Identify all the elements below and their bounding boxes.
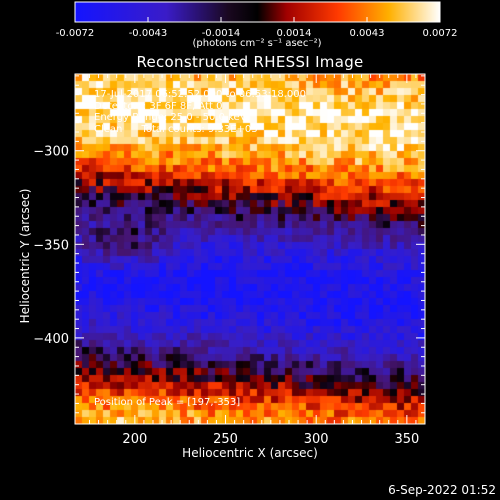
y-tick-label: −300 [33,145,69,160]
colorbar-tick-label: -0.0014 [202,28,241,39]
colorbar-tick-label: -0.0072 [56,28,95,39]
x-tick-label: 350 [394,432,419,447]
y-axis-label: Heliocentric Y (arcsec) [18,188,32,324]
info-detectors: Detectors: 3F 6F 8F, Att 0 [94,100,223,112]
x-tick-label: 200 [122,432,147,447]
heatmap-image [75,74,425,424]
colorbar-ticks: -0.0072 -0.0043 -0.0014 0.0014 0.0043 0.0072 [56,17,458,39]
info-block: 17-Jul-2017 06:52:52.000 to 06:53:18.000… [94,89,306,135]
colorbar-tick-label: 0.0014 [277,28,312,39]
y-tick-label: −400 [33,332,69,347]
info-clean-counts: Clean Total counts: 9.33E+03 [94,123,258,135]
plot-frame [74,73,426,425]
colorbar-tick-label: 0.0043 [350,28,385,39]
chart-title: Reconstructed RHESSI Image [136,53,364,71]
timestamp: 6-Sep-2022 01:52 [388,483,496,497]
colorbar-units: (photons cm⁻² s⁻¹ asec⁻²) [192,38,322,49]
info-energy-range: Energy Range: 25.0 - 50.0 keV [94,112,247,123]
info-time-range: 17-Jul-2017 06:52:52.000 to 06:53:18.000 [94,89,306,100]
colorbar-tick-label: -0.0043 [129,28,168,39]
x-tick-label: 300 [304,432,329,447]
peak-position: Position of Peak = [197,-353] [94,397,241,408]
colorbar-tick-label: 0.0072 [423,28,458,39]
x-tick-label: 250 [213,432,238,447]
y-tick-label: −350 [33,238,69,253]
colorbar-gradient [74,1,441,23]
x-axis-label: Heliocentric X (arcsec) [182,446,318,460]
colorbar: -0.0072 -0.0043 -0.0014 0.0014 0.0043 0.0072 [56,1,458,39]
